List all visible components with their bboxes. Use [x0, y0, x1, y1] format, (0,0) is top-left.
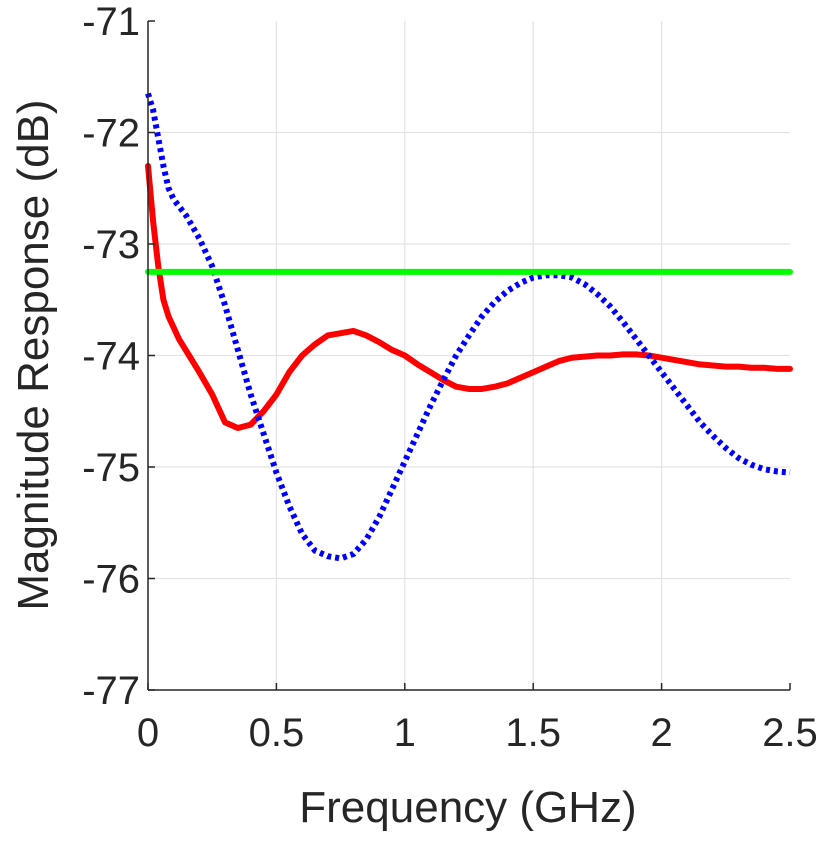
- y-tick-label: -73: [82, 223, 140, 267]
- series-group: [145, 92, 793, 562]
- x-tick-label: 2.5: [762, 711, 818, 755]
- y-tick-label: -75: [82, 446, 140, 490]
- series-line-2: [145, 92, 791, 562]
- tick-labels: 0 0.5 1 1.5 2 2.5 -77 -76 -75 -74 -73 -72 -71: [82, 0, 818, 755]
- x-tick-label: 0.5: [249, 711, 305, 755]
- y-tick-label: -72: [82, 112, 140, 156]
- x-tick-label: 1.5: [505, 711, 561, 755]
- x-tick-label: 0: [137, 711, 159, 755]
- x-tick-label: 2: [650, 711, 672, 755]
- series-line-1: [145, 162, 793, 431]
- grid: [148, 21, 790, 690]
- x-axis-title: Frequency (GHz): [299, 783, 636, 832]
- y-tick-label: -76: [82, 558, 140, 602]
- y-tick-label: -71: [82, 0, 140, 44]
- y-axis-title: Magnitude Response (dB): [9, 99, 58, 610]
- x-tick-label: 1: [394, 711, 416, 755]
- axes: [147, 20, 791, 691]
- y-tick-label: -74: [82, 335, 140, 379]
- y-tick-label: -77: [82, 669, 140, 713]
